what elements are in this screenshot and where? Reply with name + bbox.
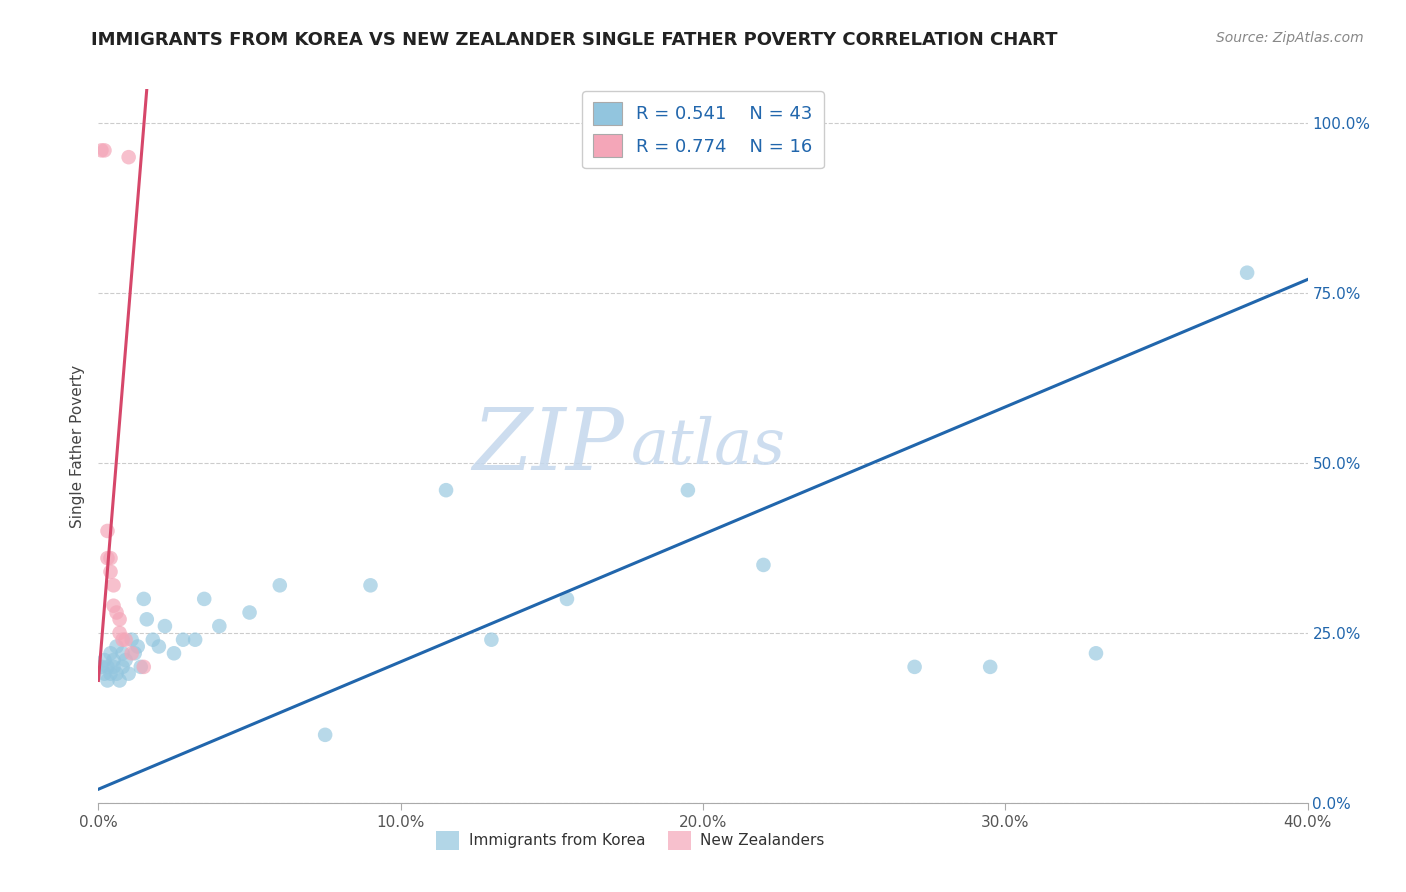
Point [96,673,118,688]
Point [132,660,155,674]
Point [100,646,122,660]
Point [105,666,128,681]
Point [105,640,128,654]
Point [135,612,157,626]
Point [103,660,125,674]
Point [96,524,118,538]
Point [108,612,131,626]
Point [111,660,134,674]
Point [96,551,118,566]
Point [100,666,122,681]
Point [434,483,457,498]
Point [96,660,118,674]
Point [979,660,1001,674]
Point [103,653,125,667]
Point [555,591,578,606]
Point [103,578,125,592]
Point [118,150,141,164]
Point [1085,646,1108,660]
Point [121,646,143,660]
Point [193,591,215,606]
Point [114,653,136,667]
Point [153,619,176,633]
Point [1236,266,1258,280]
Point [269,578,291,592]
Point [105,606,128,620]
Point [127,640,149,654]
Point [129,660,152,674]
Y-axis label: Single Father Poverty: Single Father Poverty [69,365,84,527]
Text: ZIP: ZIP [472,405,624,487]
Point [132,591,155,606]
Point [93,653,115,667]
Point [100,551,122,566]
Point [314,728,336,742]
Point [108,673,131,688]
Point [752,558,775,572]
Point [184,632,207,647]
Point [148,640,170,654]
Point [172,632,194,647]
Legend: Immigrants from Korea, New Zealanders: Immigrants from Korea, New Zealanders [430,825,831,855]
Point [108,626,131,640]
Point [118,666,141,681]
Point [121,632,143,647]
Point [163,646,186,660]
Point [114,632,136,647]
Point [360,578,382,592]
Point [93,144,115,158]
Point [239,606,262,620]
Point [90,660,112,674]
Point [90,144,112,158]
Point [904,660,927,674]
Point [100,565,122,579]
Point [208,619,231,633]
Point [93,666,115,681]
Point [111,632,134,647]
Point [124,646,146,660]
Text: atlas: atlas [630,416,786,477]
Text: Source: ZipAtlas.com: Source: ZipAtlas.com [1216,31,1364,45]
Point [103,599,125,613]
Point [481,632,503,647]
Point [142,632,165,647]
Text: IMMIGRANTS FROM KOREA VS NEW ZEALANDER SINGLE FATHER POVERTY CORRELATION CHART: IMMIGRANTS FROM KOREA VS NEW ZEALANDER S… [91,31,1057,49]
Point [676,483,699,498]
Point [111,646,134,660]
